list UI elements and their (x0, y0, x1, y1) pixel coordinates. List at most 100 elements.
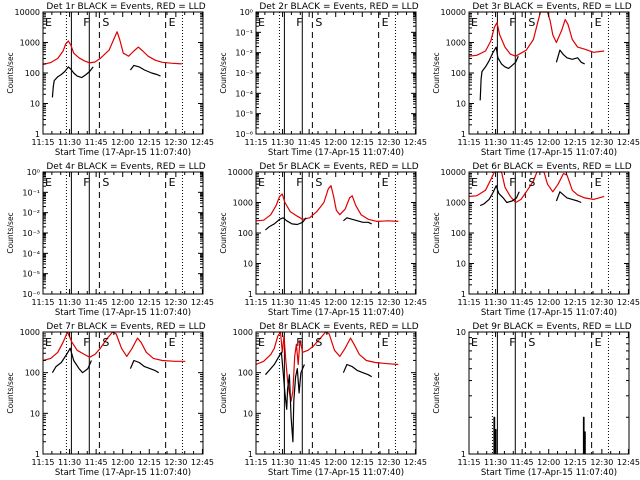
y-tick-label: 100 (451, 69, 466, 78)
y-tick-label: 10⁰ (240, 8, 253, 17)
marker-label: E (169, 16, 176, 29)
x-tick-label: 11:15 (244, 298, 267, 307)
series-events-line (555, 191, 582, 204)
y-axis-label: Counts/sec (219, 212, 228, 253)
y-axis-label: Counts/sec (6, 52, 15, 93)
series-events-line (129, 359, 160, 374)
x-axis-label: Start Time (17-Apr-15 11:07:40) (55, 468, 191, 478)
x-tick-label: 11:30 (271, 298, 294, 307)
x-tick-label: 11:15 (457, 298, 480, 307)
y-tick-label: 100 (238, 229, 253, 238)
x-tick-label: 11:15 (457, 138, 480, 147)
panel-title: Det 2r BLACK = Events, RED = LLD (259, 2, 418, 12)
y-tick-label: 1 (35, 130, 40, 139)
y-tick-label: 10 (30, 100, 40, 109)
x-tick-label: 12:30 (590, 138, 613, 147)
series-events-line (129, 64, 161, 77)
x-tick-label: 12:15 (564, 298, 587, 307)
marker-label: F (296, 176, 302, 189)
x-tick-label: 12:30 (164, 138, 187, 147)
x-tick-label: 11:30 (271, 458, 294, 467)
x-tick-label: 12:45 (191, 138, 214, 147)
panel-title: Det 7r BLACK = Events, RED = LLD (46, 322, 205, 332)
series-events-line (584, 431, 586, 454)
x-tick-label: 12:30 (377, 138, 400, 147)
x-tick-label: 12:15 (351, 458, 374, 467)
y-tick-label: 10 (30, 409, 40, 418)
marker-label: E (45, 336, 52, 349)
x-tick-label: 12:00 (111, 458, 134, 467)
x-tick-label: 12:30 (164, 298, 187, 307)
y-tick-label: 1000 (446, 39, 466, 48)
series-events-line (493, 416, 496, 454)
y-tick-label: 1 (461, 290, 466, 299)
x-tick-label: 12:45 (191, 458, 214, 467)
x-tick-label: 12:45 (404, 298, 427, 307)
series-events-line (51, 347, 92, 374)
plot-area (43, 12, 203, 134)
plot-area (43, 172, 203, 294)
x-tick-label: 12:45 (617, 138, 640, 147)
y-tick-label: 10000 (228, 168, 253, 177)
x-axis-label: Start Time (17-Apr-15 11:07:40) (268, 468, 404, 478)
marker-label: E (471, 176, 478, 189)
marker-label: S (528, 336, 535, 349)
marker-label: F (83, 16, 89, 29)
y-tick-label: 100 (25, 369, 40, 378)
x-tick-label: 11:15 (457, 458, 480, 467)
x-axis-label: Start Time (17-Apr-15 11:07:40) (481, 308, 617, 318)
x-tick-label: 11:30 (58, 138, 81, 147)
x-tick-label: 12:00 (537, 298, 560, 307)
series-events-line (479, 46, 519, 101)
x-axis-label: Start Time (17-Apr-15 11:07:40) (481, 468, 617, 478)
marker-label: E (595, 176, 602, 189)
series-lld-line (468, 11, 605, 57)
x-tick-label: 11:45 (85, 298, 108, 307)
y-tick-label: 1000 (20, 39, 40, 48)
x-tick-label: 11:30 (484, 138, 507, 147)
panel-title: Det 4r BLACK = Events, RED = LLD (46, 162, 205, 172)
y-tick-label: 10 (456, 328, 466, 337)
detector-panel-3: E F S E 1 10 100 1000 10000 11:15 11:30 11:45 12:00 1… (432, 2, 640, 158)
marker-label: E (595, 16, 602, 29)
marker-label: S (528, 16, 535, 29)
panel-title: Det 3r BLACK = Events, RED = LLD (472, 2, 631, 12)
marker-label: E (471, 16, 478, 29)
marker-label: F (296, 16, 302, 29)
detector-panel-2: E F S E 10⁻⁶ 10⁻⁵ 10⁻⁴ 10⁻³ 10⁻² 10⁻¹ 10⁰ 11:15 11:3… (219, 2, 427, 158)
y-axis-label: Counts/sec (6, 372, 15, 413)
x-tick-label: 12:30 (164, 458, 187, 467)
series-events-line (265, 217, 307, 231)
y-tick-label: 1 (461, 130, 466, 139)
y-tick-label: 10000 (15, 8, 40, 17)
x-tick-label: 12:15 (138, 458, 161, 467)
y-axis-label: Counts/sec (6, 212, 15, 253)
series-events-line (51, 66, 94, 98)
marker-label: S (102, 176, 109, 189)
y-tick-label: 10⁻² (235, 49, 253, 58)
x-axis-label: Start Time (17-Apr-15 11:07:40) (268, 308, 404, 318)
x-tick-label: 12:00 (111, 138, 134, 147)
y-tick-label: 1 (248, 290, 253, 299)
detector-panel-9: E F S E 1 10 11:15 11:30 11:45 12:00 12:15 12:30 12:… (432, 322, 640, 478)
panel-title: Det 8r BLACK = Events, RED = LLD (259, 322, 418, 332)
x-tick-label: 12:30 (377, 298, 400, 307)
series-events-line (343, 217, 372, 225)
marker-label: S (315, 176, 322, 189)
marker-label: F (509, 176, 515, 189)
y-tick-label: 10⁻⁵ (22, 270, 40, 279)
x-tick-label: 12:45 (617, 458, 640, 467)
y-tick-label: 100 (451, 229, 466, 238)
x-tick-label: 11:30 (58, 458, 81, 467)
y-tick-label: 10 (243, 260, 253, 269)
marker-label: E (258, 16, 265, 29)
x-tick-label: 12:30 (377, 458, 400, 467)
plot-area (469, 172, 629, 294)
x-tick-label: 12:15 (138, 298, 161, 307)
plot-area (43, 332, 203, 454)
marker-label: S (315, 16, 322, 29)
y-tick-label: 10⁻⁵ (235, 110, 253, 119)
x-tick-label: 11:30 (484, 298, 507, 307)
detector-panel-6: E F S E 1 10 100 1000 10000 11:15 11:30 11:45 12:00 1… (432, 162, 640, 318)
y-axis-label: Counts/sec (219, 52, 228, 93)
